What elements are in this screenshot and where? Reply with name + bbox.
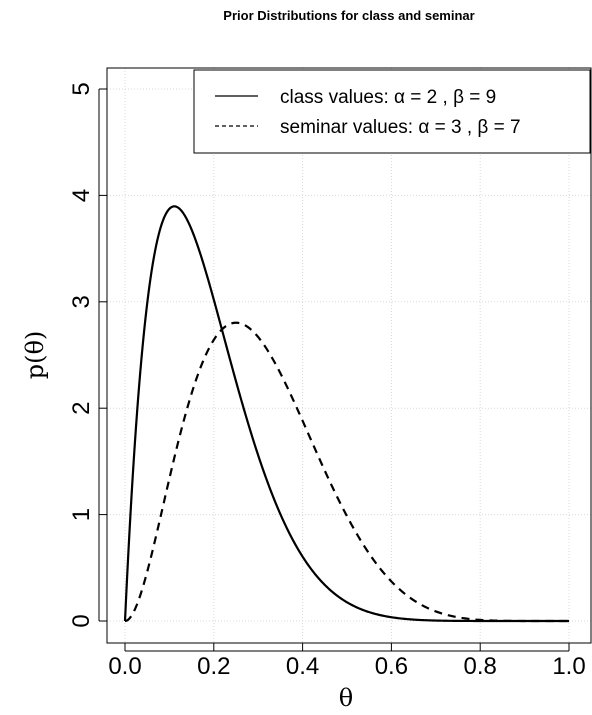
legend-label-class: class values: α = 2 , β = 9 — [280, 87, 496, 108]
y-tick-label: 1 — [68, 508, 95, 521]
y-tick-label: 0 — [68, 614, 95, 627]
x-tick-label: 0.8 — [464, 653, 497, 680]
y-tick-label: 3 — [68, 295, 95, 308]
y-tick-label: 2 — [68, 402, 95, 415]
x-tick-label: 0.0 — [108, 653, 141, 680]
legend-label-seminar: seminar values: α = 3 , β = 7 — [280, 117, 521, 138]
grid — [107, 68, 591, 643]
series-line-class — [123, 205, 569, 623]
y-tick-label: 5 — [68, 82, 95, 95]
x-tick-label: 1.0 — [552, 653, 585, 680]
plot-frame — [106, 67, 592, 644]
legend: class values: α = 2 , β = 9 seminar valu… — [193, 69, 591, 154]
x-axis-label: θ — [339, 684, 353, 712]
y-tick-label: 4 — [68, 189, 95, 202]
chart-title: Prior Distributions for class and semina… — [223, 8, 474, 23]
x-axis: 0.0 0.2 0.4 0.6 0.8 1.0 — [108, 643, 586, 680]
y-axis: 0 1 2 3 4 5 — [68, 82, 107, 628]
x-tick-label: 0.6 — [375, 653, 408, 680]
x-tick-label: 0.2 — [197, 653, 230, 680]
legend-box — [193, 69, 591, 154]
series-line-seminar — [124, 321, 569, 623]
y-axis-label: p(θ) — [21, 331, 49, 380]
series-layer — [123, 205, 569, 623]
x-tick-label: 0.4 — [286, 653, 319, 680]
